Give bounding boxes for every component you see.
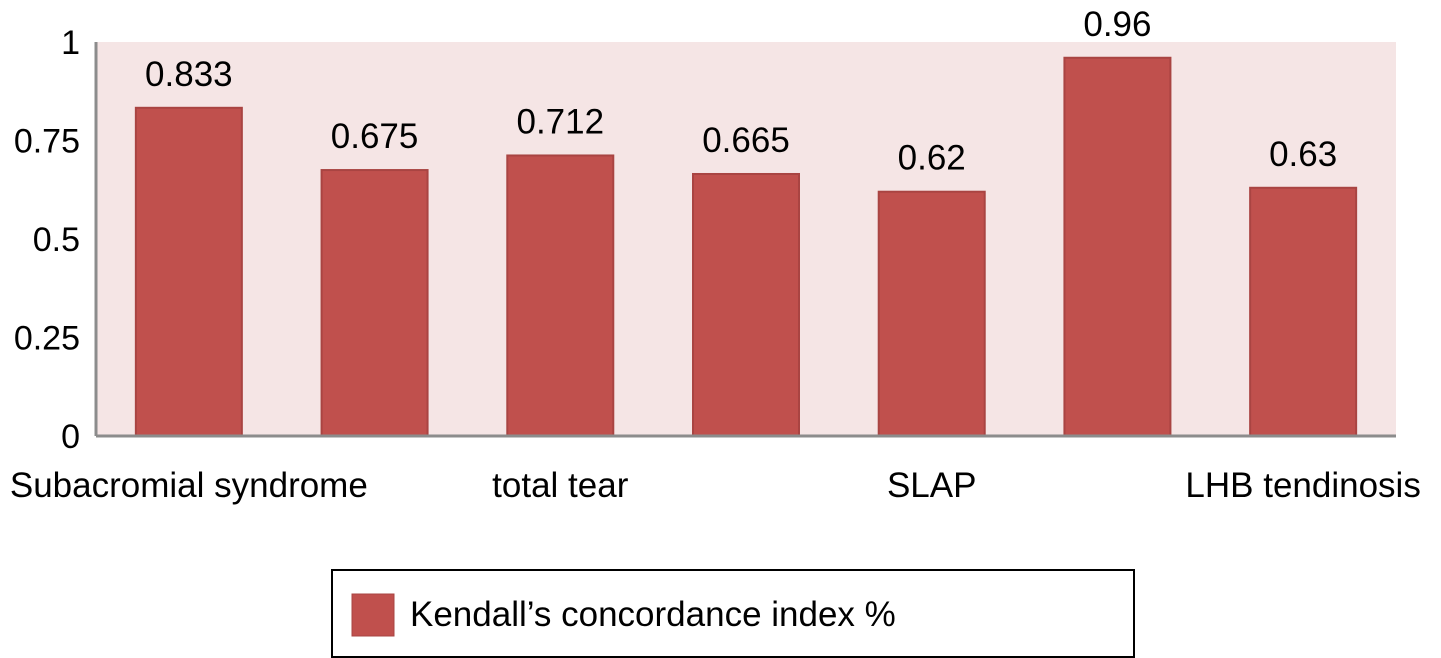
data-label: 0.62 [898, 139, 966, 178]
data-label: 0.833 [145, 55, 233, 94]
y-tick-label: 0.5 [33, 221, 80, 259]
y-axis-ticks: 0 0.25 0.5 0.75 1 [14, 24, 80, 456]
bar [877, 190, 986, 437]
data-labels-group: 0.833 0.675 0.712 0.665 0.62 0.96 0.63 [145, 5, 1337, 178]
legend-swatch [351, 593, 395, 637]
bar [320, 169, 429, 438]
x-axis-labels: Subacromial syndrome total tear SLAP LHB te… [10, 466, 1421, 505]
bar [692, 172, 800, 438]
bar [134, 106, 243, 437]
x-tick-label: Subacromial syndrome [10, 466, 368, 505]
x-tick-label: SLAP [887, 466, 977, 505]
y-tick-label: 0 [61, 418, 80, 456]
y-tick-label: 1 [61, 24, 80, 62]
legend-label: Kendall’s concordance index % [410, 595, 896, 634]
x-tick-label: total tear [492, 466, 629, 505]
bar [1063, 56, 1172, 437]
data-label: 0.675 [331, 117, 419, 156]
x-tick-label: LHB tendinosis [1185, 466, 1420, 505]
data-label: 0.63 [1269, 135, 1337, 174]
y-tick-label: 0.25 [14, 320, 80, 358]
bar [1249, 186, 1358, 437]
bar [506, 154, 615, 438]
bars-group [134, 56, 1358, 438]
legend-box [331, 569, 1135, 658]
data-label: 0.712 [516, 102, 604, 141]
legend: Kendall’s concordance index % [331, 569, 1135, 658]
data-label: 0.665 [702, 121, 790, 160]
data-label: 0.96 [1083, 5, 1151, 44]
y-tick-label: 0.75 [14, 123, 80, 161]
